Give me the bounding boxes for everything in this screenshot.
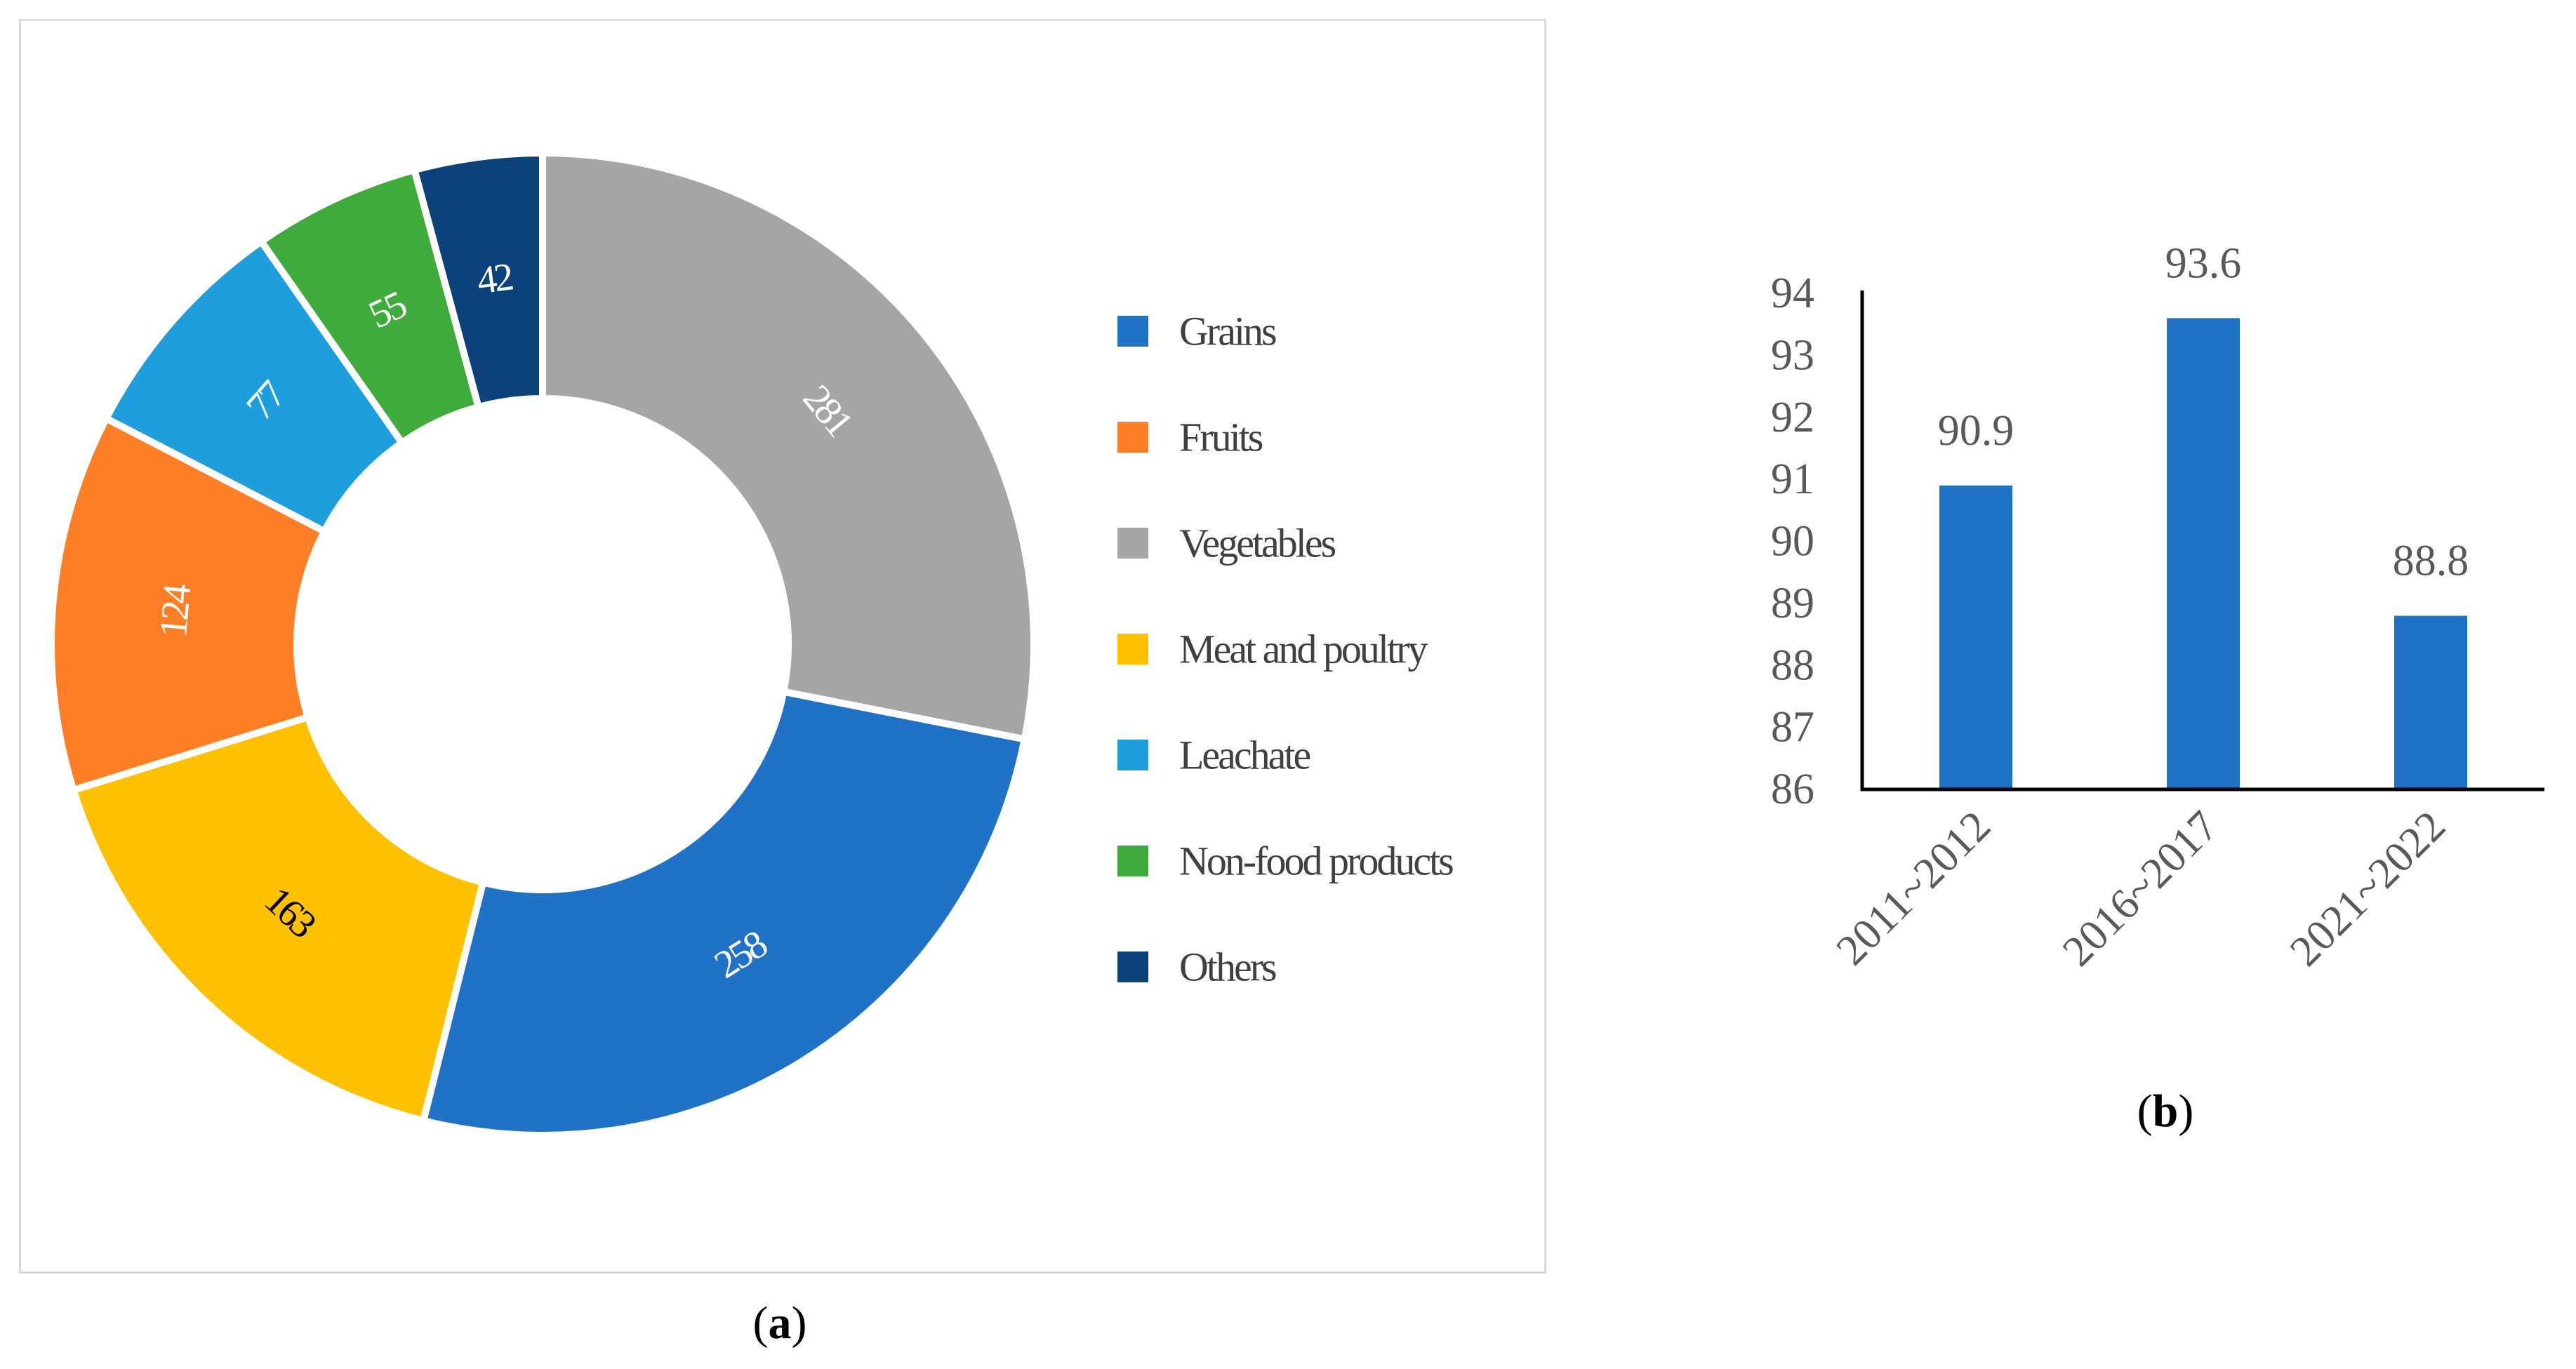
caption-a: (a)	[752, 1297, 807, 1349]
x-tick-label-2016~2017: 2016~2017	[2054, 802, 2227, 975]
donut-data-label-others: 42	[474, 255, 514, 303]
y-tick-label-92: 92	[1771, 394, 1814, 441]
legend-swatch-leachate	[1117, 740, 1148, 770]
donut-slice-leachate	[101, 236, 407, 536]
legend-swatch-vegetables	[1117, 528, 1148, 559]
y-tick-label-90: 90	[1771, 518, 1814, 566]
x-tick-label-2021~2022: 2021~2022	[2281, 802, 2455, 975]
legend-swatch-meat-and-poultry	[1117, 634, 1148, 665]
bar-value-label-2021~2022: 88.8	[2393, 537, 2469, 585]
legend-label-non-food-products: Non-food products	[1179, 839, 1453, 884]
y-tick-label-93: 93	[1771, 331, 1814, 379]
y-tick-label-88: 88	[1771, 641, 1814, 689]
legend-label-others: Others	[1179, 944, 1276, 990]
donut-slice-meat-and-poultry	[69, 712, 488, 1126]
caption-b: (b)	[2137, 1086, 2194, 1137]
legend-label-meat-and-poultry: Meat and poultry	[1179, 627, 1428, 672]
legend-label-leachate: Leachate	[1179, 733, 1310, 778]
bar-value-label-2011~2012: 90.9	[1938, 407, 2014, 455]
y-tick-label-89: 89	[1771, 580, 1814, 627]
bar-value-label-2016~2017: 93.6	[2165, 239, 2242, 287]
donut-data-label-fruits: 124	[152, 582, 199, 639]
legend-label-fruits: Fruits	[1179, 415, 1263, 460]
donut-slice-others	[410, 149, 546, 412]
legend-label-grains: Grains	[1179, 309, 1276, 354]
y-tick-label-91: 91	[1771, 455, 1814, 503]
bar-2016~2017	[2167, 318, 2240, 790]
donut-slice-grains	[419, 687, 1029, 1139]
bar-2011~2012	[1939, 485, 2012, 789]
bar-chart: 86 87 88 89 90 91 92 93 94 90.9 2011~2012 93.6 2016~…	[1771, 239, 2544, 975]
legend-swatch-grains	[1117, 316, 1148, 347]
donut-slice-fruits	[48, 413, 329, 795]
panel-a-frame	[19, 19, 1546, 1274]
y-tick-label-94: 94	[1771, 269, 1814, 317]
bar-2021~2022	[2394, 615, 2467, 789]
donut-legend: Grains Fruits Vegetables Meat and poultry Le…	[1117, 309, 1455, 990]
legend-label-vegetables: Vegetables	[1179, 521, 1336, 566]
legend-swatch-non-food-products	[1117, 846, 1148, 876]
legend-swatch-others	[1117, 951, 1148, 982]
y-tick-label-87: 87	[1771, 704, 1814, 752]
y-tick-label-86: 86	[1771, 766, 1814, 813]
donut-slice-vegetables	[539, 149, 1037, 744]
legend-swatch-fruits	[1117, 422, 1148, 453]
x-tick-label-2011~2012: 2011~2012	[1827, 802, 2000, 975]
